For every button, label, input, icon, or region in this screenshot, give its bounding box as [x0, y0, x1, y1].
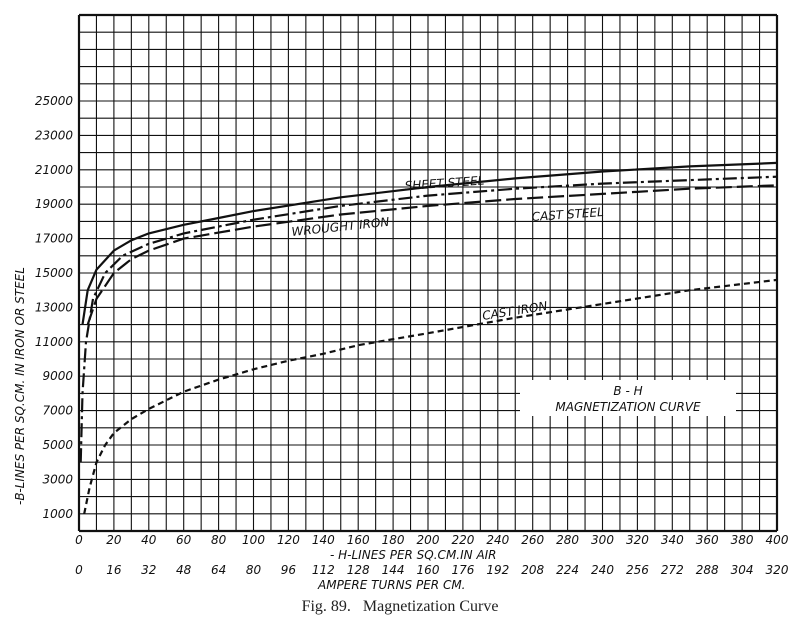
x-tick-label: 140 — [312, 533, 335, 547]
series-label-cast-steel: CAST STEEL — [531, 205, 604, 224]
x2-tick-label: 64 — [211, 563, 226, 577]
x2-axis-label: AMPERE TURNS PER CM. — [317, 578, 466, 592]
chart-title: MAGNETIZATION CURVE — [555, 400, 701, 414]
y-tick-label: 23000 — [35, 128, 74, 142]
x2-tick-label: 32 — [141, 563, 156, 577]
x2-tick-label: 192 — [486, 563, 509, 577]
y-tick-label: 9000 — [42, 369, 73, 383]
x2-tick-label: 128 — [347, 563, 370, 577]
x2-tick-label: 112 — [312, 563, 335, 577]
chart-title-line1: B - H — [613, 384, 642, 398]
y-tick-label: 15000 — [35, 266, 74, 280]
x-tick-label: 20 — [106, 533, 122, 547]
x2-tick-label: 160 — [417, 563, 440, 577]
series-lines — [79, 161, 778, 515]
title-box — [520, 380, 736, 416]
x-tick-label: 180 — [382, 533, 405, 547]
series-line-cast-iron — [83, 278, 778, 515]
series-line-sheet-steel — [81, 161, 778, 325]
y-tick-label: 13000 — [35, 300, 74, 314]
y-tick-label: 19000 — [35, 197, 74, 211]
x-tick-label: 360 — [696, 533, 719, 547]
y-tick-label: 7000 — [42, 404, 73, 418]
x-tick-label: 80 — [211, 533, 227, 547]
x-tick-label: 220 — [451, 533, 474, 547]
x2-tick-label: 80 — [246, 563, 262, 577]
x2-tick-label: 288 — [696, 563, 719, 577]
x-tick-label: 300 — [591, 533, 614, 547]
x2-tick-label: 256 — [626, 563, 649, 577]
x-tick-label: 260 — [521, 533, 544, 547]
x-tick-label: 380 — [731, 533, 754, 547]
x-tick-label: 200 — [417, 533, 440, 547]
x-tick-label: 340 — [661, 533, 684, 547]
x2-tick-label: 224 — [556, 563, 579, 577]
tick-labels: 0 20 40 60 80 100 120 140 160 180 200 220 240 260 280 3… — [35, 94, 789, 577]
series-line-cast-steel — [79, 175, 778, 463]
grid — [77, 13, 779, 533]
x2-tick-label: 0 — [75, 563, 83, 577]
x-tick-label: 0 — [75, 533, 83, 547]
x-tick-label: 280 — [556, 533, 579, 547]
x2-tick-label: 304 — [731, 563, 754, 577]
x2-tick-label: 144 — [382, 563, 405, 577]
y-tick-label: 3000 — [42, 472, 73, 486]
x2-tick-label: 16 — [106, 563, 122, 577]
series-label-sheet-steel: SHEET STEEL — [404, 173, 485, 193]
y-axis-label: -B-LINES PER SQ.CM. IN IRON OR STEEL — [13, 267, 27, 505]
figure-caption: Fig. 89. Magnetization Curve — [302, 598, 499, 615]
y-tick-label: 21000 — [35, 163, 74, 177]
x-tick-label: 40 — [141, 533, 157, 547]
x2-tick-label: 96 — [281, 563, 297, 577]
x-axis-label: - H-LINES PER SQ.CM.IN AIR — [330, 548, 497, 562]
x-tick-label: 400 — [766, 533, 789, 547]
y-tick-label: 25000 — [35, 94, 74, 108]
x-tick-label: 60 — [176, 533, 192, 547]
y-tick-label: 5000 — [42, 438, 73, 452]
x-tick-label: 120 — [277, 533, 300, 547]
x2-tick-label: 208 — [521, 563, 544, 577]
x-tick-label: 160 — [347, 533, 370, 547]
y-tick-label: 17000 — [35, 232, 74, 246]
series-line-wrought-iron — [86, 184, 778, 325]
x-tick-label: 100 — [242, 533, 265, 547]
x2-tick-label: 320 — [766, 563, 789, 577]
y-tick-label: 11000 — [35, 335, 74, 349]
x2-tick-label: 48 — [176, 563, 192, 577]
x2-tick-label: 176 — [451, 563, 474, 577]
x2-tick-label: 240 — [591, 563, 614, 577]
x2-tick-label: 272 — [661, 563, 684, 577]
y-tick-label: 1000 — [42, 507, 73, 521]
x-tick-label: 240 — [486, 533, 509, 547]
x-tick-label: 320 — [626, 533, 649, 547]
